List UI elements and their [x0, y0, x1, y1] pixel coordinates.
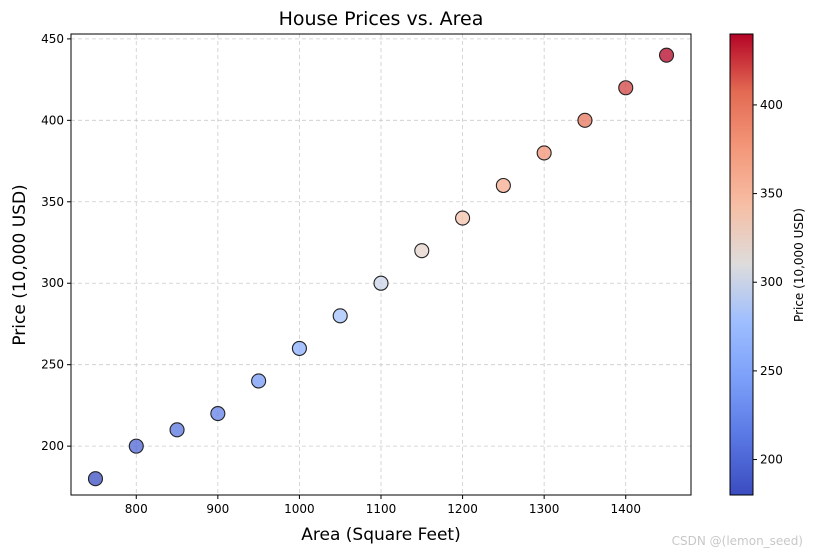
colorbar-tick-label: 350	[760, 187, 783, 201]
data-point	[536, 145, 552, 161]
watermark: CSDN @(lemon_seed)	[671, 534, 803, 548]
x-axis: 800 900 1000 1100 1200 1300 1400	[125, 495, 641, 516]
colorbar	[729, 33, 754, 496]
y-tick-label: 400	[41, 113, 64, 127]
data-point	[291, 340, 307, 356]
x-tick-label: 1300	[529, 502, 560, 516]
y-tick-label: 350	[41, 195, 64, 209]
x-tick-label: 1100	[366, 502, 397, 516]
colorbar-tick-label: 200	[760, 453, 783, 467]
data-point	[251, 373, 267, 389]
y-axis: 200 250 300 350 400 450	[41, 32, 71, 453]
plot-area-frame	[70, 33, 692, 496]
colorbar-ticks: 200 250 300 350 400	[753, 98, 783, 467]
data-point	[373, 275, 389, 291]
data-point	[658, 47, 675, 63]
data-point	[169, 422, 185, 438]
x-tick-label: 1000	[284, 502, 315, 516]
colorbar-tick-label: 300	[760, 275, 783, 289]
data-point	[577, 112, 593, 128]
x-tick-label: 1200	[447, 502, 478, 516]
x-tick-label: 800	[125, 502, 148, 516]
y-axis-label: Price (10,000 USD)	[10, 184, 30, 345]
data-point	[87, 471, 104, 487]
data-point	[455, 210, 471, 226]
y-tick-label: 250	[41, 358, 64, 372]
x-axis-label: Area (Square Feet)	[301, 525, 460, 545]
data-point	[414, 243, 430, 259]
y-tick-label: 300	[41, 276, 64, 290]
data-point	[618, 80, 634, 96]
data-point	[210, 406, 226, 422]
x-tick-label: 900	[206, 502, 229, 516]
y-tick-label: 200	[41, 439, 64, 453]
colorbar-tick-label: 400	[760, 98, 783, 112]
chart-title: House Prices vs. Area	[279, 8, 484, 30]
data-points	[87, 47, 675, 487]
data-point	[495, 177, 511, 194]
y-tick-label: 450	[41, 32, 64, 46]
data-point	[128, 438, 144, 454]
colorbar-tick-label: 250	[760, 364, 783, 378]
x-tick-label: 1400	[610, 502, 641, 516]
grid	[71, 34, 691, 495]
colorbar-label: Price (10,000 USD)	[792, 208, 806, 322]
data-point	[332, 308, 348, 324]
